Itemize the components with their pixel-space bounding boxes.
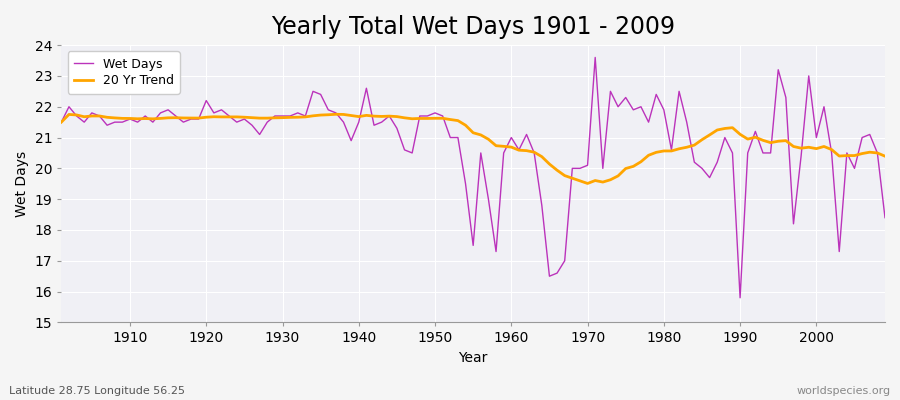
20 Yr Trend [330, 112, 341, 117]
Line: 20 Yr Trend: 20 Yr Trend [61, 114, 885, 184]
Wet Days [330, 110, 341, 115]
20 Yr Trend [117, 116, 128, 121]
Wet Days [879, 215, 890, 220]
20 Yr Trend [879, 154, 890, 158]
Title: Yearly Total Wet Days 1901 - 2009: Yearly Total Wet Days 1901 - 2009 [271, 15, 675, 39]
X-axis label: Year: Year [458, 351, 488, 365]
Wet Days [605, 89, 616, 94]
Text: worldspecies.org: worldspecies.org [796, 386, 891, 396]
20 Yr Trend [338, 112, 349, 117]
Line: Wet Days: Wet Days [61, 58, 885, 298]
20 Yr Trend [582, 181, 593, 186]
Wet Days [590, 55, 600, 60]
20 Yr Trend [613, 174, 624, 178]
Wet Days [499, 150, 509, 155]
Wet Days [506, 135, 517, 140]
Wet Days [734, 295, 745, 300]
20 Yr Trend [284, 115, 295, 120]
Text: Latitude 28.75 Longitude 56.25: Latitude 28.75 Longitude 56.25 [9, 386, 185, 396]
Y-axis label: Wet Days: Wet Days [15, 151, 29, 217]
Wet Days [284, 114, 295, 118]
Legend: Wet Days, 20 Yr Trend: Wet Days, 20 Yr Trend [68, 51, 180, 94]
20 Yr Trend [56, 120, 67, 124]
20 Yr Trend [506, 145, 517, 150]
Wet Days [117, 120, 128, 124]
Wet Days [56, 120, 67, 124]
20 Yr Trend [514, 148, 525, 152]
